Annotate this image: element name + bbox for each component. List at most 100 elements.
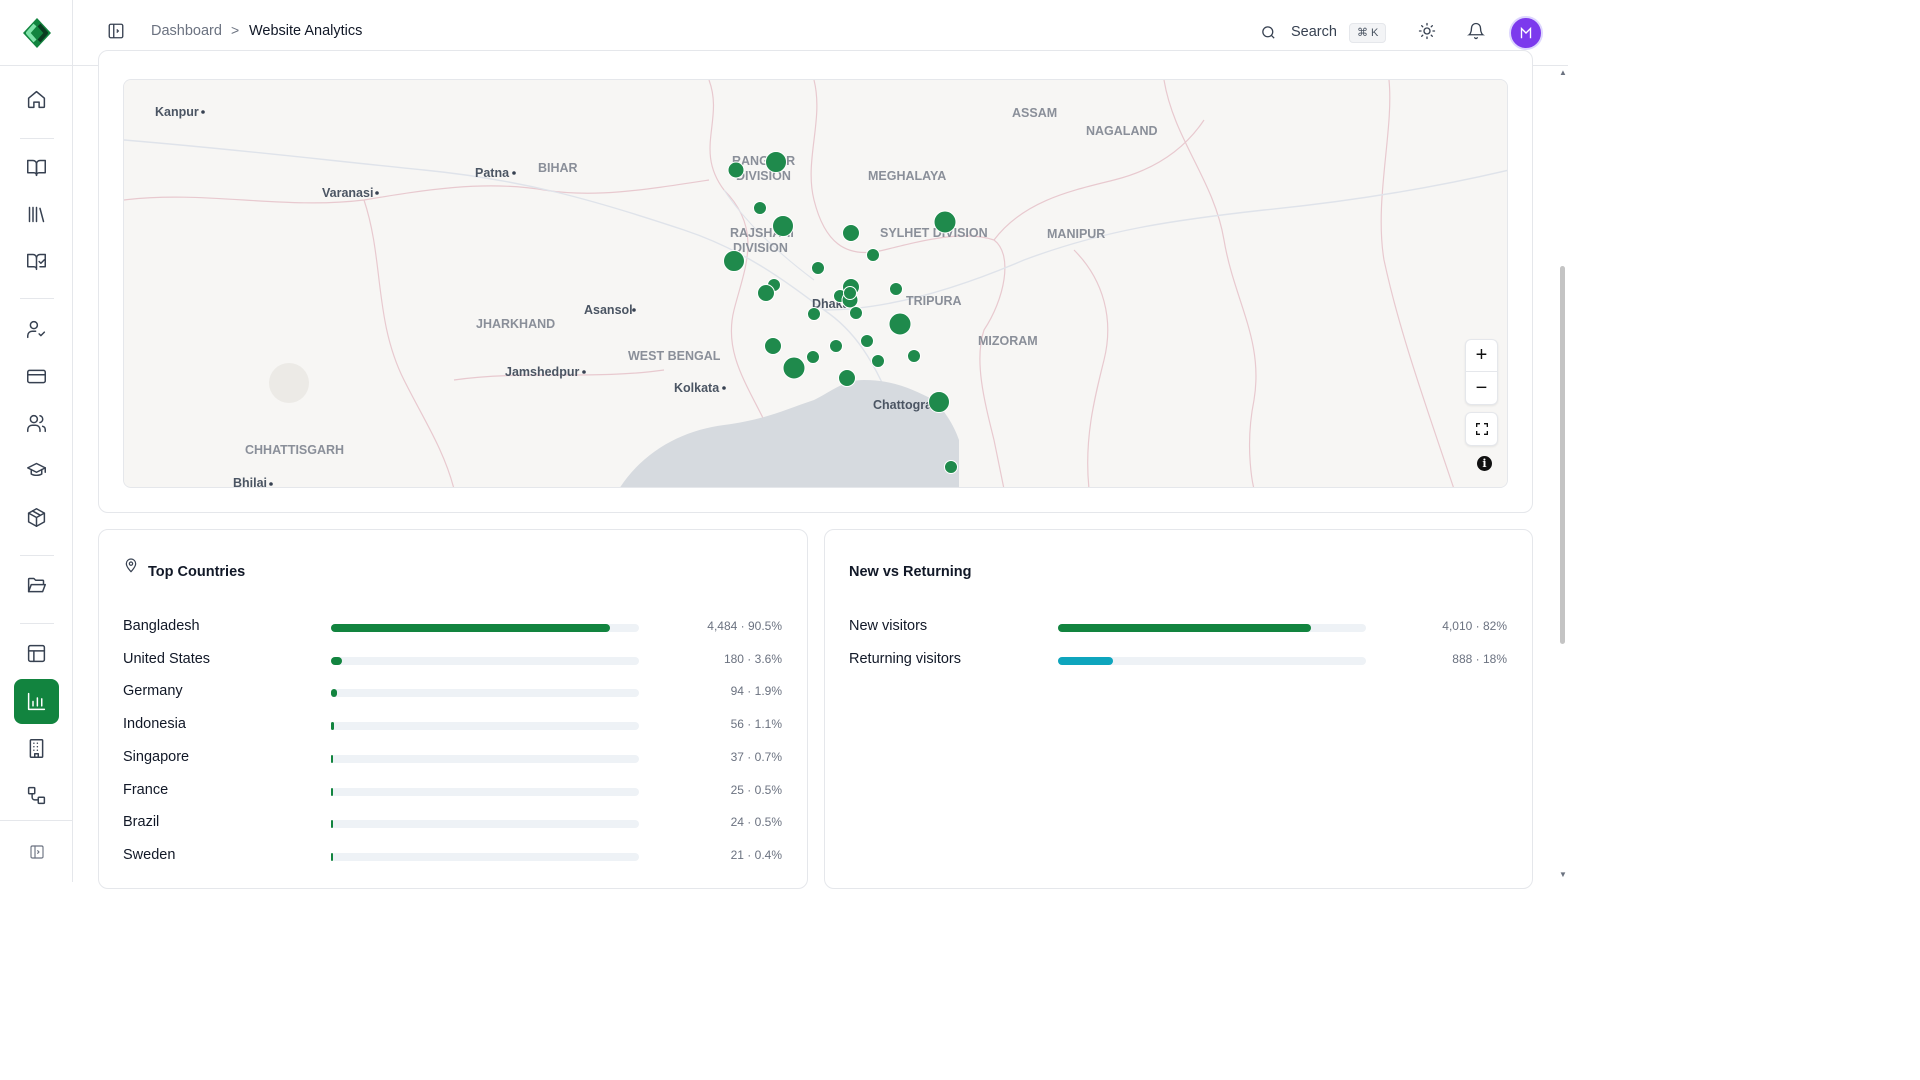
country-row-bar-fill xyxy=(331,787,333,796)
country-row-value: 25 · 0.5% xyxy=(730,782,782,797)
map-label-tripura: TRIPURA xyxy=(906,294,962,308)
scroll-down-arrow[interactable]: ▼ xyxy=(1559,870,1567,879)
sidebar-item-home[interactable] xyxy=(14,77,59,122)
building-icon xyxy=(29,739,44,758)
map-label-rajshahi-division: DIVISION xyxy=(733,241,788,255)
visitor-type-row-value: 888 · 18% xyxy=(1452,651,1507,666)
map-label-varanasi: Varanasi xyxy=(322,186,373,200)
country-row-count: 25 xyxy=(730,782,744,797)
map-marker[interactable] xyxy=(889,282,903,296)
sidebar-item-files[interactable] xyxy=(14,563,59,608)
map-label-assam: ASSAM xyxy=(1012,106,1057,120)
scroll-thumb[interactable] xyxy=(1560,266,1565,644)
theme-toggle-button[interactable] xyxy=(1418,22,1440,44)
sidebar-item-payments[interactable] xyxy=(14,354,59,399)
country-row: Singapore 37 · 0.7% xyxy=(99,749,807,769)
map-marker[interactable] xyxy=(842,224,860,242)
visitor-map[interactable]: Kanpur Patna Varanasi Asansol Dhaka Jams… xyxy=(123,79,1508,488)
map-marker[interactable] xyxy=(866,248,880,262)
map-label-bhilai: Bhilai xyxy=(233,476,267,488)
breadcrumb-separator: > xyxy=(231,22,240,38)
visitor-type-row-bar-fill xyxy=(1058,624,1311,632)
sidebar-item-library[interactable] xyxy=(14,192,59,237)
map-marker[interactable] xyxy=(811,261,825,275)
layout-icon xyxy=(27,644,46,663)
country-row-percent: 0.5% xyxy=(754,815,782,830)
sidebar-item-courses[interactable] xyxy=(14,145,59,190)
map-marker[interactable] xyxy=(928,391,950,413)
map-marker[interactable] xyxy=(723,250,745,272)
country-row-count: 4,484 xyxy=(707,619,738,633)
credit-card-icon xyxy=(27,369,46,384)
search-button[interactable]: Search xyxy=(1291,24,1337,40)
map-label-manipur: MANIPUR xyxy=(1047,227,1105,241)
search-icon[interactable] xyxy=(1260,24,1278,42)
map-marker[interactable] xyxy=(782,356,806,380)
country-row-bar-fill xyxy=(331,722,335,731)
map-marker[interactable] xyxy=(806,350,820,364)
breadcrumb-dashboard[interactable]: Dashboard xyxy=(151,23,222,39)
sidebar-toggle-button[interactable] xyxy=(107,22,129,44)
map-marker[interactable] xyxy=(727,161,745,179)
fullscreen-button[interactable] xyxy=(1465,412,1498,446)
zoom-out-button[interactable]: − xyxy=(1475,376,1488,399)
map-marker[interactable] xyxy=(933,210,957,234)
map-marker[interactable] xyxy=(860,334,874,348)
visitor-type-row-label: New visitors xyxy=(849,618,928,634)
scroll-up-arrow[interactable]: ▲ xyxy=(1559,68,1567,77)
map-marker[interactable] xyxy=(829,339,843,353)
map-marker[interactable] xyxy=(944,460,958,474)
map-marker[interactable] xyxy=(849,306,863,320)
map-label-chhattisgarh: CHHATTISGARH xyxy=(245,443,344,457)
map-marker[interactable] xyxy=(843,286,857,300)
map-label-west-bengal: WEST BENGAL xyxy=(628,349,721,363)
sidebar-item-users[interactable] xyxy=(14,401,59,446)
country-row-bar-fill xyxy=(331,656,343,665)
map-marker[interactable] xyxy=(907,349,921,363)
sidebar-item-workflows[interactable] xyxy=(14,773,59,818)
map-marker[interactable] xyxy=(757,284,775,302)
country-row-count: 94 xyxy=(730,684,744,699)
map-marker[interactable] xyxy=(765,151,787,173)
sidebar-item-products[interactable] xyxy=(14,495,59,540)
country-row: Bangladesh 4,484 · 90.5% xyxy=(99,618,807,638)
visitor-type-row: Returning visitors 888 · 18% xyxy=(825,651,1532,671)
sidebar-item-organization[interactable] xyxy=(14,726,59,771)
book-check-icon xyxy=(27,253,46,271)
page-scrollbar[interactable]: ▲ ▼ xyxy=(1558,66,1568,882)
new-vs-returning-title: New vs Returning xyxy=(849,564,972,580)
map-marker[interactable] xyxy=(838,369,856,387)
country-row: Germany 94 · 1.9% xyxy=(99,683,807,703)
visitor-type-row-count: 888 xyxy=(1452,651,1473,666)
visitor-type-row-bar xyxy=(1058,624,1366,632)
panel-left-icon xyxy=(29,844,44,859)
country-row-bar-fill xyxy=(331,820,333,829)
new-vs-returning-card: New vs Returning New visitors 4,010 · 82%… xyxy=(824,529,1533,889)
sidebar-item-lessons[interactable] xyxy=(14,239,59,284)
map-marker[interactable] xyxy=(772,215,794,237)
map-attribution-button[interactable]: i xyxy=(1477,456,1492,471)
library-icon xyxy=(28,206,45,223)
sidebar-item-students[interactable] xyxy=(14,448,59,493)
sidebar-item-enrollments[interactable] xyxy=(14,307,59,352)
map-label-kanpur: Kanpur xyxy=(155,105,199,119)
brand-logo[interactable] xyxy=(21,17,53,49)
sidebar-collapse-button[interactable] xyxy=(14,829,59,874)
map-marker[interactable] xyxy=(753,201,767,215)
zoom-in-button[interactable]: + xyxy=(1466,340,1497,372)
breadcrumb-current: Website Analytics xyxy=(249,23,363,39)
map-marker[interactable] xyxy=(871,354,885,368)
sidebar-item-layout[interactable] xyxy=(14,631,59,676)
map-marker[interactable] xyxy=(888,312,912,336)
country-row-percent: 0.5% xyxy=(754,782,782,797)
visitor-type-row-label: Returning visitors xyxy=(849,650,962,667)
map-marker[interactable] xyxy=(764,337,782,355)
country-row-value: 4,484 · 90.5% xyxy=(707,619,782,633)
map-marker[interactable] xyxy=(807,307,821,321)
sidebar xyxy=(0,0,73,882)
notifications-button[interactable] xyxy=(1467,22,1489,44)
sidebar-item-analytics[interactable] xyxy=(14,679,59,724)
user-avatar[interactable] xyxy=(1509,16,1543,50)
country-row-percent: 90.5% xyxy=(747,619,782,633)
country-row-label: United States xyxy=(123,650,211,667)
